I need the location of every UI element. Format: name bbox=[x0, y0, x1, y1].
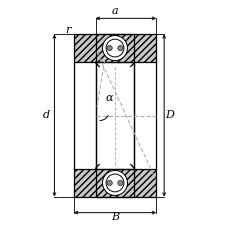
Text: D: D bbox=[165, 110, 174, 121]
Text: r: r bbox=[65, 25, 71, 35]
Circle shape bbox=[102, 36, 127, 61]
Bar bbox=[95, 62, 134, 169]
Circle shape bbox=[106, 46, 112, 51]
Bar bbox=[95, 34, 134, 62]
Text: α: α bbox=[105, 93, 112, 103]
Bar bbox=[74, 34, 155, 62]
Circle shape bbox=[102, 170, 127, 195]
Circle shape bbox=[117, 180, 123, 185]
Circle shape bbox=[106, 180, 112, 185]
Bar bbox=[74, 34, 155, 197]
Bar bbox=[74, 169, 155, 197]
Text: a: a bbox=[111, 6, 118, 16]
Circle shape bbox=[106, 39, 123, 57]
Circle shape bbox=[106, 174, 123, 192]
Bar bbox=[95, 169, 134, 197]
Circle shape bbox=[117, 46, 123, 51]
Bar bbox=[95, 34, 134, 197]
Text: B: B bbox=[110, 212, 119, 222]
Text: d: d bbox=[43, 110, 50, 121]
